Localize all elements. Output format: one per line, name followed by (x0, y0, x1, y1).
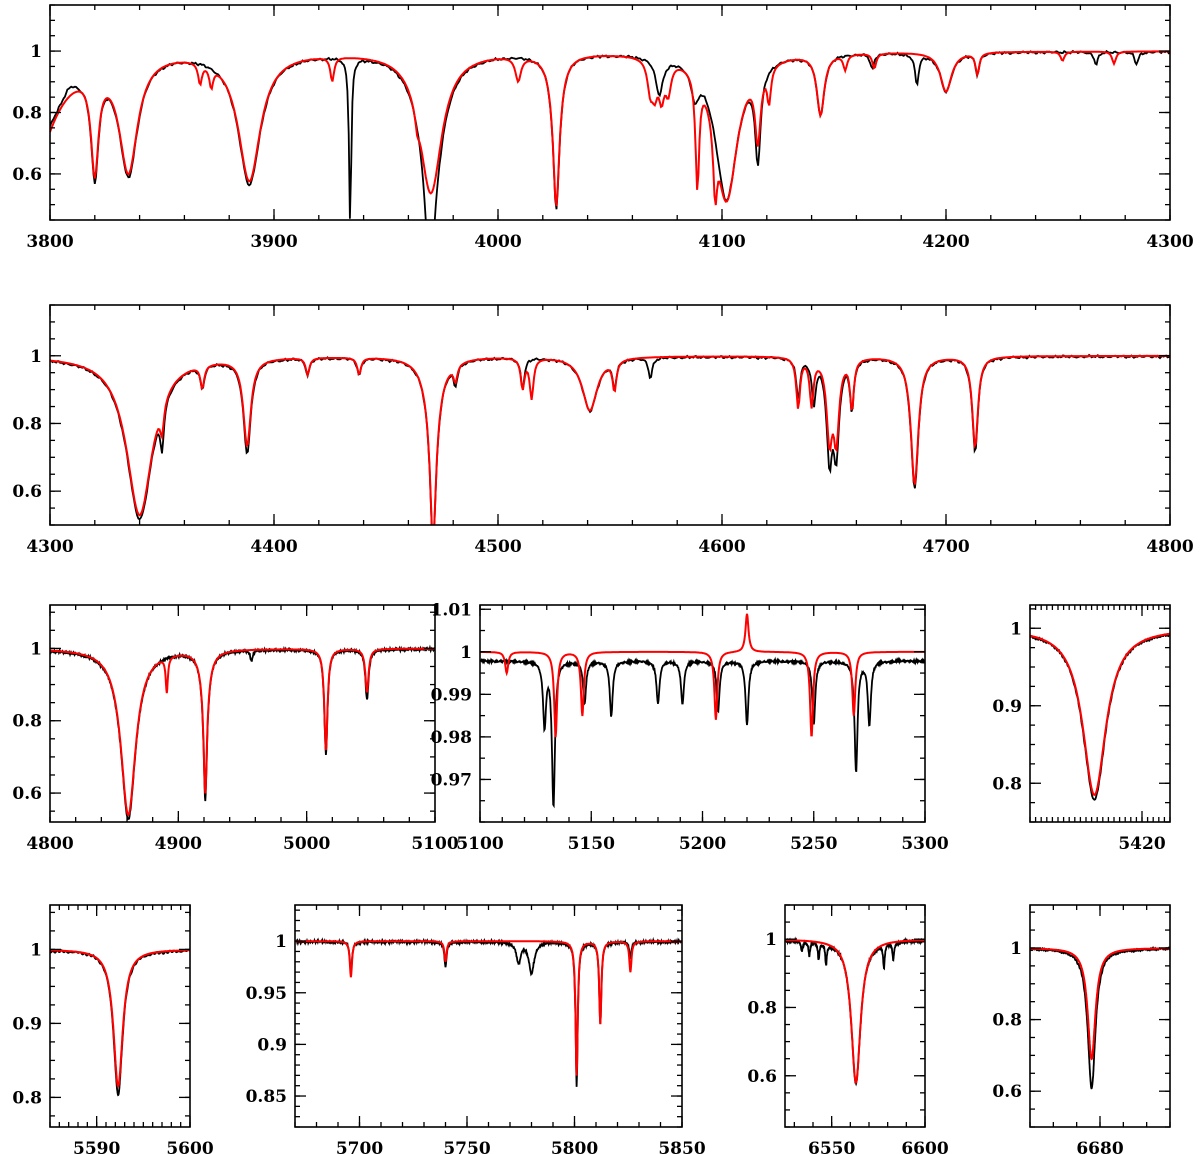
y-tick-label: 0.6 (747, 1067, 777, 1087)
model-spectrum-line (480, 613, 925, 738)
x-tick-label: 3800 (26, 232, 73, 252)
spectrum-panel-5: 5420 0.8 0.9 1 (992, 604, 1171, 854)
y-tick-label: 0.8 (12, 1088, 42, 1108)
y-tick-label: 0.6 (12, 784, 42, 804)
y-tick-label: 0.8 (12, 712, 42, 732)
model-spectrum-line (50, 647, 435, 817)
y-tick-label: 1 (275, 932, 287, 952)
spectrum-panel-9: 6680 0.6 0.8 1 (992, 904, 1171, 1154)
y-tick-label: 0.8 (747, 998, 777, 1018)
model-spectrum-line (295, 940, 682, 1076)
observed-spectrum-line (50, 49, 1170, 220)
observed-spectrum-line (50, 353, 1170, 525)
y-tick-label: 1 (1010, 939, 1022, 959)
y-tick-label: 0.99 (431, 685, 472, 705)
x-tick-label: 6600 (901, 1139, 948, 1154)
x-tick-label: 5700 (336, 1139, 383, 1154)
x-tick-label: 4300 (26, 537, 73, 557)
plot-frame (49, 604, 436, 823)
plot-frame (49, 904, 191, 1128)
spectrum-panel-6: 5590 5600 0.8 0.9 1 (12, 904, 214, 1154)
spectrum-panel-1: 3800 3900 4000 4100 4200 4300 0.6 0.8 1 (12, 4, 1194, 252)
y-tick-label: 0.85 (246, 1087, 287, 1107)
spectrum-panel-7: 5700 5750 5800 5850 0.85 0.9 0.95 1 (246, 904, 706, 1154)
x-tick-label: 4600 (698, 537, 745, 557)
model-spectrum-line (50, 50, 1170, 207)
y-tick-label: 0.8 (12, 104, 42, 124)
x-tick-label: 5850 (658, 1139, 705, 1154)
x-tick-label: 4400 (250, 537, 297, 557)
x-tick-label: 4000 (474, 232, 521, 252)
x-tick-label: 5200 (679, 834, 726, 854)
x-tick-label: 5420 (1118, 834, 1165, 854)
model-spectrum-line (1030, 947, 1170, 1061)
y-tick-label: 0.98 (431, 728, 472, 748)
y-tick-label: 1.01 (431, 600, 472, 620)
x-tick-label: 5150 (568, 834, 615, 854)
y-tick-label: 0.97 (431, 770, 472, 790)
observed-spectrum-line (480, 656, 925, 809)
model-spectrum-line (1030, 632, 1170, 796)
y-tick-label: 0.6 (992, 1082, 1022, 1102)
plot-frame (1029, 604, 1171, 823)
plot-frame (1029, 904, 1171, 1128)
x-tick-label: 5100 (456, 834, 503, 854)
plot-frame (784, 904, 926, 1128)
y-tick-label: 0.6 (12, 165, 42, 185)
spectrum-panel-8: 6550 6600 0.6 0.8 1 (747, 904, 949, 1154)
x-tick-label: 5100 (411, 834, 458, 854)
observed-spectrum-line (295, 936, 682, 1087)
x-tick-label: 4900 (155, 834, 202, 854)
x-tick-label: 6550 (808, 1139, 855, 1154)
x-tick-label: 4500 (474, 537, 521, 557)
y-tick-label: 1 (1010, 619, 1022, 639)
x-tick-label: 4300 (1146, 232, 1193, 252)
spectrum-panel-3: 4800 4900 5000 5100 0.6 0.8 1 (12, 604, 459, 854)
model-spectrum-line (50, 949, 190, 1088)
y-tick-label: 0.9 (12, 1014, 42, 1034)
x-tick-label: 4100 (698, 232, 745, 252)
y-tick-label: 1 (460, 643, 472, 663)
observed-spectrum-line (1030, 946, 1170, 1090)
y-tick-label: 0.9 (257, 1035, 287, 1055)
model-spectrum-line (50, 354, 1170, 525)
y-tick-label: 0.6 (12, 482, 42, 502)
x-tick-label: 5250 (790, 834, 837, 854)
observed-spectrum-line (785, 936, 925, 1087)
y-tick-label: 1 (30, 42, 42, 62)
y-tick-label: 1 (30, 940, 42, 960)
model-spectrum-line (785, 939, 925, 1084)
x-tick-label: 5600 (166, 1139, 213, 1154)
y-tick-label: 0.9 (992, 697, 1022, 717)
spectrum-panel-2: 4300 4400 4500 4600 4700 4800 0.6 0.8 1 (12, 304, 1194, 557)
y-tick-label: 1 (30, 639, 42, 659)
x-tick-label: 5750 (443, 1139, 490, 1154)
x-tick-label: 3900 (250, 232, 297, 252)
x-tick-label: 4800 (1146, 537, 1193, 557)
x-tick-label: 5800 (551, 1139, 598, 1154)
x-tick-label: 5000 (283, 834, 330, 854)
y-tick-label: 0.8 (12, 414, 42, 434)
y-tick-label: 1 (30, 347, 42, 367)
x-tick-label: 5590 (73, 1139, 120, 1154)
y-tick-label: 0.8 (992, 1011, 1022, 1031)
plot-frame (49, 304, 1171, 526)
x-tick-label: 4800 (26, 834, 73, 854)
x-tick-label: 5300 (901, 834, 948, 854)
spectrum-panel-4: 5100 5150 5200 5250 5300 0.97 0.98 0.99 1 1.01 (431, 600, 949, 854)
x-tick-label: 4700 (922, 537, 969, 557)
x-tick-label: 6680 (1076, 1139, 1123, 1154)
plot-frame (294, 904, 683, 1128)
y-tick-label: 0.95 (246, 984, 287, 1004)
plot-frame (49, 4, 1171, 221)
x-tick-label: 4200 (922, 232, 969, 252)
y-tick-label: 1 (765, 930, 777, 950)
y-tick-label: 0.8 (992, 774, 1022, 794)
